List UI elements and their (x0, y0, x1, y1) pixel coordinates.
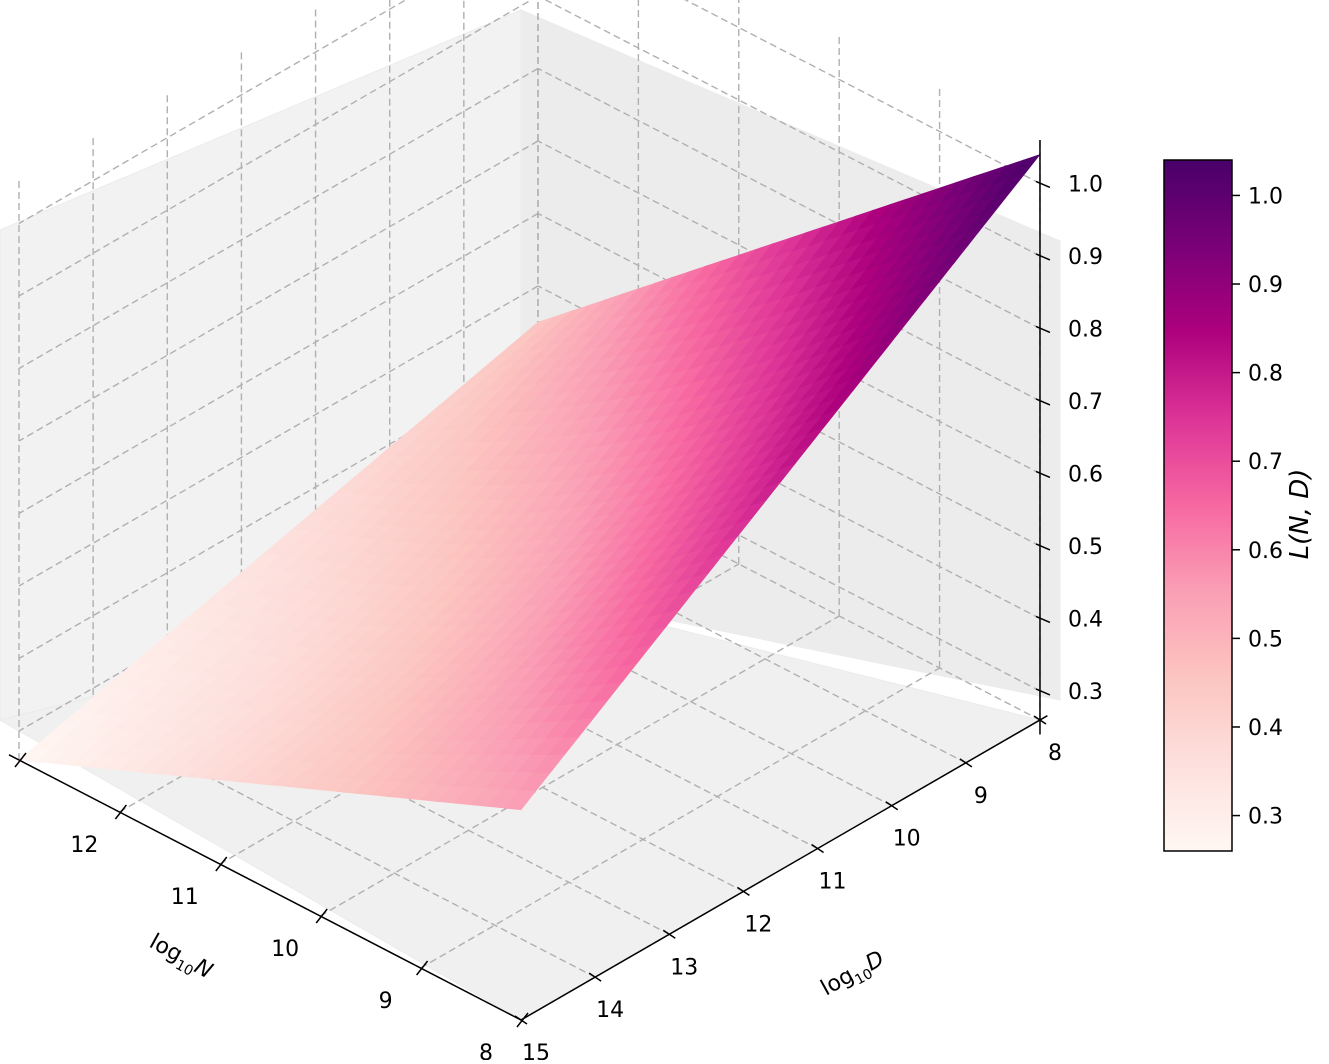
wall-gridline-z (537, 67, 1041, 330)
z-axis-tick (1035, 543, 1051, 551)
x-tick-label: 9 (379, 989, 393, 1014)
floor-gridline-d (537, 459, 1041, 721)
y-tick-label: 15 (522, 1041, 550, 1060)
wall-gridline-z (537, 285, 1041, 547)
x-tick-label: 12 (70, 833, 98, 858)
x-axis-tick (14, 752, 27, 768)
floor-gridline-n (319, 615, 840, 917)
y-tick-label: 12 (744, 912, 772, 937)
colorbar-tick-label: 0.3 (1248, 805, 1283, 830)
z-axis-tick (1035, 470, 1051, 479)
axes: 8910111213891011121314150.30.40.50.60.70… (8, 139, 1103, 1064)
y-tick-label: 14 (596, 998, 624, 1023)
z-tick-label: 0.7 (1068, 390, 1103, 415)
floor-gridline-d (241, 630, 744, 893)
y-tick-label: 8 (1048, 741, 1062, 766)
wall-gridline-z (18, 0, 533, 297)
colorbar-ticks: 0.3 0.4 0.5 0.6 0.7 0.8 0.9 1.0 (1232, 184, 1283, 830)
y-axis-label: log10D (817, 946, 891, 1004)
y-axis-line (520, 715, 1048, 1021)
x-tick-label: 8 (479, 1041, 493, 1060)
wall-gridline-z (18, 67, 539, 370)
y-axis-tick (811, 843, 824, 854)
y-axis-tick (662, 929, 676, 939)
x-tick-label: 10 (271, 937, 299, 962)
floor-gridline-d (463, 502, 967, 764)
z-tick-label: 0.4 (1068, 607, 1103, 632)
floor-gridline-d (315, 587, 818, 850)
colorbar-tick-label: 0.4 (1248, 716, 1283, 741)
wall-gridline-z (18, 285, 539, 587)
colorbar-label: L(N, D) (1285, 469, 1315, 560)
y-axis-tick (885, 801, 899, 811)
colorbar-tick-label: 0.9 (1248, 273, 1283, 298)
y-axis-tick (514, 1015, 528, 1025)
colorbar: 0.3 0.4 0.5 0.6 0.7 0.8 0.9 1.0 L(N, D) (1163, 159, 1315, 852)
wall-gridline-z (537, 357, 1041, 620)
z-tick-label: 1.0 (1068, 172, 1103, 197)
floor-gridline-n (420, 667, 940, 969)
y-tick-label: 9 (974, 784, 988, 809)
x-axis-tick (114, 804, 127, 820)
z-axis-tick (1035, 253, 1051, 261)
wall-gridline-z (18, 212, 539, 515)
x-axis-line (8, 754, 522, 1021)
z-tick-label: 0.8 (1068, 317, 1103, 342)
y-tick-label: 10 (893, 827, 921, 852)
colorbar-gradient (1163, 159, 1233, 852)
x-axis-label: log10N (143, 929, 216, 987)
y-tick-label: 13 (670, 955, 698, 980)
z-axis-tick (1035, 398, 1051, 406)
wall-gridline-z (18, 140, 539, 442)
floor-gridline-d (389, 545, 893, 807)
surface-patch (503, 790, 536, 811)
z-tick-label: 0.5 (1068, 535, 1103, 560)
z-tick-label: 0.3 (1068, 680, 1103, 705)
colorbar-tick-label: 1.0 (1248, 184, 1283, 209)
colorbar-tick-label: 0.6 (1248, 539, 1283, 564)
wall-gridline-z (537, 140, 1041, 402)
colorbar-tick-label: 0.8 (1248, 362, 1283, 387)
wall-gridline-z (18, 0, 408, 225)
z-axis-tick (1035, 615, 1051, 624)
y-axis-tick (588, 972, 602, 982)
floor-gridline-d (166, 673, 670, 935)
x-axis-tick (416, 960, 429, 976)
y-axis-tick (737, 886, 750, 897)
wall-gridline-z (684, 0, 1041, 185)
wall-gridline-z (537, 212, 1041, 475)
loss-surface (18, 153, 1041, 811)
x-tick-label: 11 (171, 885, 199, 910)
colorbar-tick-label: 0.5 (1248, 627, 1283, 652)
x-axis-tick (516, 1012, 529, 1028)
floor-gridline-d (92, 716, 596, 978)
y-axis-tick (959, 758, 973, 768)
z-tick-label: 0.9 (1068, 245, 1103, 270)
y-tick-label: 11 (819, 870, 847, 895)
z-tick-label: 0.6 (1068, 462, 1103, 487)
z-axis-tick (1035, 180, 1051, 189)
colorbar-tick-label: 0.7 (1248, 450, 1283, 475)
z-axis-tick (1035, 688, 1051, 696)
wall-gridline-z (537, 430, 1041, 692)
x-axis-tick (315, 908, 328, 924)
z-axis-tick (1035, 325, 1051, 334)
x-axis-tick (215, 856, 228, 872)
